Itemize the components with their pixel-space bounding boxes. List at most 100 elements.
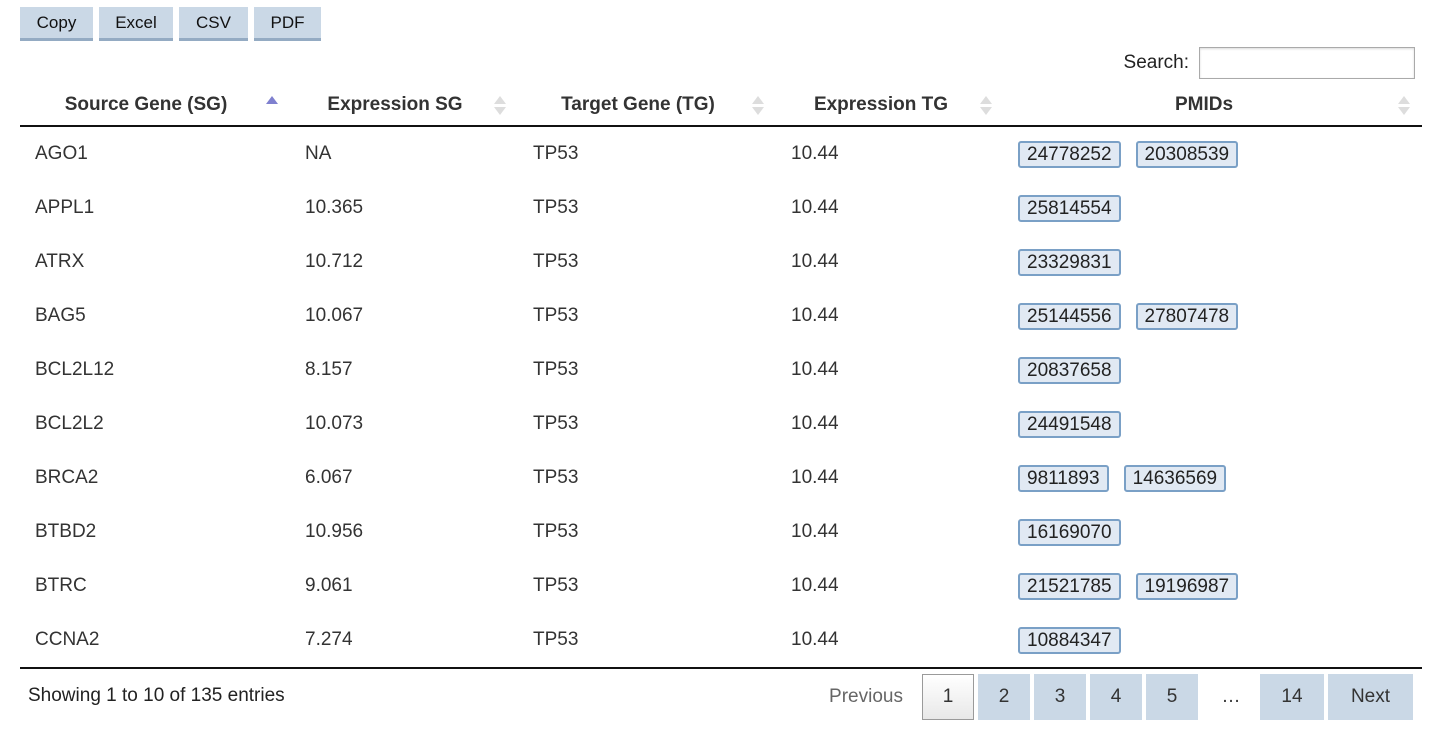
page-button-5[interactable]: 5 — [1146, 674, 1198, 720]
expression-tg-cell: 10.44 — [791, 305, 839, 326]
table-row: ATRX 10.712 TP53 10.44 23329831 — [20, 235, 1422, 289]
expression-sg-cell: NA — [305, 143, 332, 164]
pmid-link[interactable]: 20837658 — [1018, 356, 1121, 384]
expression-tg-cell: 10.44 — [791, 467, 839, 488]
expression-tg-cell: 10.44 — [791, 521, 839, 542]
pmid-link[interactable]: 20308539 — [1135, 140, 1239, 168]
table-row: BCL2L12 8.157 TP53 10.44 20837658 — [20, 343, 1422, 397]
page-button-4[interactable]: 4 — [1090, 674, 1142, 720]
source-gene-cell: BCL2L12 — [35, 359, 115, 380]
pmid-link[interactable]: 9811893 — [1018, 464, 1109, 492]
pmid-link[interactable]: 10884347 — [1018, 626, 1121, 654]
expression-sg-cell: 10.365 — [305, 197, 364, 218]
pmids-cell: 25814554 — [1004, 194, 1422, 222]
pmid-link[interactable]: 21521785 — [1018, 572, 1121, 600]
expression-sg-cell: 10.712 — [305, 251, 364, 272]
pmids-cell: 9811893 14636569 — [1004, 464, 1422, 492]
column-header-label: Target Gene (TG) — [561, 93, 715, 115]
pmid-link[interactable]: 16169070 — [1018, 518, 1121, 546]
column-header-pmids[interactable]: PMIDs — [1004, 84, 1422, 125]
table-body: AGO1 NA TP53 10.44 24778252 20308539 APPL1 10.3… — [20, 127, 1422, 667]
pmid-link[interactable]: 27807478 — [1135, 302, 1239, 330]
source-gene-cell: AGO1 — [35, 143, 88, 164]
target-gene-cell: TP53 — [533, 251, 579, 272]
pmid-link[interactable]: 25814554 — [1018, 194, 1121, 222]
source-gene-cell: BAG5 — [35, 305, 86, 326]
column-header-expression-sg[interactable]: Expression SG — [290, 84, 518, 125]
entries-info: Showing 1 to 10 of 135 entries — [28, 685, 285, 706]
table-row: BAG5 10.067 TP53 10.44 25144556 27807478 — [20, 289, 1422, 343]
pmids-cell: 24491548 — [1004, 410, 1422, 438]
expression-tg-cell: 10.44 — [791, 197, 839, 218]
target-gene-cell: TP53 — [533, 629, 579, 650]
expression-tg-cell: 10.44 — [791, 575, 839, 596]
expression-sg-cell: 10.956 — [305, 521, 364, 542]
pdf-button[interactable]: PDF — [254, 7, 321, 41]
expression-sg-cell: 6.067 — [305, 467, 353, 488]
page-button-14[interactable]: 14 — [1260, 674, 1324, 720]
pmids-cell: 25144556 27807478 — [1004, 302, 1422, 330]
source-gene-cell: BCL2L2 — [35, 413, 104, 434]
pmid-link[interactable]: 14636569 — [1123, 464, 1227, 492]
expression-sg-cell: 9.061 — [305, 575, 353, 596]
source-gene-cell: APPL1 — [35, 197, 95, 218]
search-box: Search: — [1124, 47, 1415, 79]
sort-both-icon — [494, 96, 506, 116]
pmid-link[interactable]: 24778252 — [1018, 140, 1121, 168]
sort-ascending-icon — [266, 96, 278, 116]
copy-button[interactable]: Copy — [20, 7, 93, 41]
target-gene-cell: TP53 — [533, 359, 579, 380]
table-row: AGO1 NA TP53 10.44 24778252 20308539 — [20, 127, 1422, 181]
source-gene-cell: BTRC — [35, 575, 87, 596]
excel-button[interactable]: Excel — [99, 7, 173, 41]
column-header-expression-tg[interactable]: Expression TG — [776, 84, 1004, 125]
source-gene-cell: BTBD2 — [35, 521, 97, 542]
pmid-link[interactable]: 19196987 — [1135, 572, 1239, 600]
next-page-button[interactable]: Next — [1328, 674, 1413, 720]
sort-both-icon — [752, 96, 764, 116]
table-row: BCL2L2 10.073 TP53 10.44 24491548 — [20, 397, 1422, 451]
pmids-cell: 24778252 20308539 — [1004, 140, 1422, 168]
csv-button[interactable]: CSV — [179, 7, 248, 41]
column-header-label: Expression SG — [327, 93, 463, 115]
page-button-3[interactable]: 3 — [1034, 674, 1086, 720]
pagination: Previous 1 2 3 4 5 … 14 Next — [810, 674, 1413, 720]
pmids-cell: 20837658 — [1004, 356, 1422, 384]
target-gene-cell: TP53 — [533, 143, 579, 164]
column-header-source-gene[interactable]: Source Gene (SG) — [20, 84, 290, 125]
expression-sg-cell: 7.274 — [305, 629, 353, 650]
target-gene-cell: TP53 — [533, 305, 579, 326]
pmids-cell: 16169070 — [1004, 518, 1422, 546]
table-bottom-border — [20, 667, 1422, 669]
table-row: BTRC 9.061 TP53 10.44 21521785 19196987 — [20, 559, 1422, 613]
page-button-1[interactable]: 1 — [922, 674, 974, 720]
sort-both-icon — [1398, 96, 1410, 116]
target-gene-cell: TP53 — [533, 413, 579, 434]
column-header-target-gene[interactable]: Target Gene (TG) — [518, 84, 776, 125]
pagination-ellipsis: … — [1221, 686, 1241, 707]
source-gene-cell: CCNA2 — [35, 629, 100, 650]
page-button-2[interactable]: 2 — [978, 674, 1030, 720]
table-row: BTBD2 10.956 TP53 10.44 16169070 — [20, 505, 1422, 559]
export-toolbar: Copy Excel CSV PDF — [20, 7, 321, 41]
expression-tg-cell: 10.44 — [791, 359, 839, 380]
sort-both-icon — [980, 96, 992, 116]
column-header-label: PMIDs — [1174, 93, 1234, 115]
pmids-cell: 10884347 — [1004, 626, 1422, 654]
expression-tg-cell: 10.44 — [791, 629, 839, 650]
table-row: CCNA2 7.274 TP53 10.44 10884347 — [20, 613, 1422, 667]
pmid-link[interactable]: 23329831 — [1018, 248, 1121, 276]
expression-sg-cell: 10.073 — [305, 413, 364, 434]
pmid-link[interactable]: 25144556 — [1018, 302, 1121, 330]
expression-sg-cell: 8.157 — [305, 359, 353, 380]
table-header: Source Gene (SG) Expression SG Target Ge… — [20, 84, 1422, 127]
table-row: APPL1 10.365 TP53 10.44 25814554 — [20, 181, 1422, 235]
previous-page-button[interactable]: Previous — [829, 686, 903, 707]
table-row: BRCA2 6.067 TP53 10.44 9811893 14636569 — [20, 451, 1422, 505]
expression-sg-cell: 10.067 — [305, 305, 364, 326]
expression-tg-cell: 10.44 — [791, 143, 839, 164]
column-header-label: Expression TG — [813, 93, 949, 115]
target-gene-cell: TP53 — [533, 521, 579, 542]
pmid-link[interactable]: 24491548 — [1018, 410, 1121, 438]
search-input[interactable] — [1199, 47, 1415, 79]
